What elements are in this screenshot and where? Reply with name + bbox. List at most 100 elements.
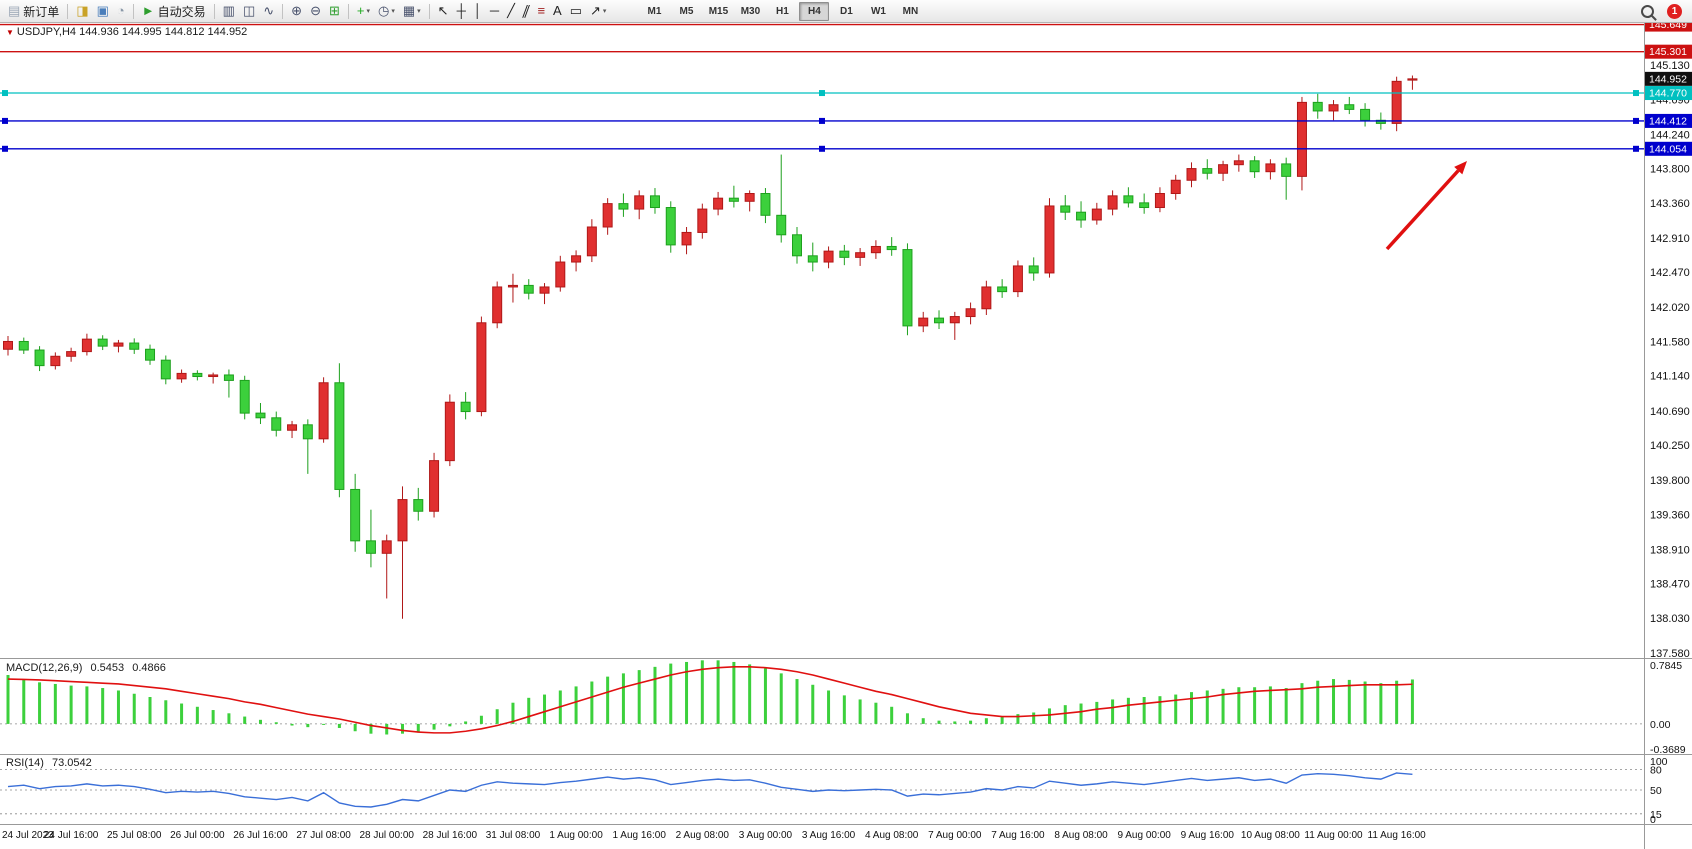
- svg-text:0: 0: [1650, 814, 1656, 826]
- svg-text:24 Jul 2023: 24 Jul 2023: [2, 830, 54, 841]
- arrows-icon[interactable]: ↗ ▾: [586, 1, 610, 21]
- timeframe-h4[interactable]: H4: [799, 1, 830, 21]
- crosshair-icon[interactable]: ┼: [453, 1, 470, 21]
- timeframe-m5[interactable]: M5: [679, 5, 694, 17]
- fibonacci-icon-glyph: ≡: [537, 3, 546, 18]
- data-window-icon[interactable]: ▣: [93, 1, 113, 21]
- svg-text:28 Jul 00:00: 28 Jul 00:00: [359, 830, 414, 841]
- timeframe-mn[interactable]: MN: [902, 5, 919, 17]
- zoom-out-icon[interactable]: ⊖: [306, 1, 325, 21]
- zoom-out-icon-glyph: ⊖: [310, 3, 321, 18]
- horizontal-line-object[interactable]: 144.770: [0, 86, 1692, 101]
- timeframe-m15[interactable]: M15: [708, 5, 729, 17]
- new-order-button-label: 新订单: [23, 4, 60, 19]
- svg-text:11 Aug 16:00: 11 Aug 16:00: [1368, 830, 1427, 841]
- autotrading-button-label: 自动交易: [157, 4, 206, 19]
- trendline-icon[interactable]: ╱: [503, 1, 519, 21]
- svg-text:3 Aug 00:00: 3 Aug 00:00: [739, 830, 793, 841]
- channel-icon-glyph: ∥: [520, 3, 533, 18]
- text-icon[interactable]: A: [549, 1, 566, 21]
- svg-text:142.910: 142.910: [1650, 233, 1690, 245]
- svg-text:9 Aug 00:00: 9 Aug 00:00: [1117, 830, 1171, 841]
- rsi-label: RSI(14) 73.0542: [6, 757, 97, 769]
- charts-window-icon[interactable]: ◨: [72, 1, 92, 21]
- timeframe-d1[interactable]: D1: [840, 5, 853, 17]
- horizontal-line-object[interactable]: 144.412: [0, 113, 1692, 128]
- macd-pane: [0, 660, 1644, 735]
- svg-text:144.952: 144.952: [1649, 73, 1687, 85]
- toolbar: ▤ 新订单 ◨ ▣ ◔ ► 自动交易 ▥ ◫ ∿ ⊕ ⊖ ⊞ + ▾ ◷ ▾ ▦ ▾ ↖ ┼ │ ─ ╱ ∥ ≡ A ▭ ↗ ▾ M1 M5…: [0, 0, 1692, 23]
- arrows-icon-glyph: ↗: [590, 3, 601, 18]
- timeframe-w1[interactable]: W1: [870, 5, 886, 17]
- line-chart-icon[interactable]: ∿: [259, 1, 278, 21]
- dropdown-caret-icon: ▾: [366, 8, 370, 15]
- svg-text:145.301: 145.301: [1649, 46, 1687, 58]
- svg-text:142.470: 142.470: [1650, 267, 1690, 279]
- panel-borders: [0, 22, 1692, 849]
- horizontal-line-object[interactable]: 145.301: [0, 44, 1692, 59]
- templates-icon[interactable]: ▦ ▾: [399, 1, 425, 21]
- dropdown-caret-icon: ▾: [417, 8, 421, 15]
- svg-text:31 Jul 08:00: 31 Jul 08:00: [486, 830, 541, 841]
- fibonacci-icon[interactable]: ≡: [533, 1, 549, 21]
- templates-icon-glyph: ▦: [402, 3, 416, 18]
- svg-text:144.240: 144.240: [1650, 129, 1690, 141]
- tile-windows-icon[interactable]: ⊞: [325, 1, 344, 21]
- notification-badge[interactable]: 1: [1667, 3, 1682, 19]
- crosshair-icon-glyph: ┼: [456, 3, 466, 18]
- svg-text:145.130: 145.130: [1650, 60, 1690, 72]
- charts-window-icon-glyph: ◨: [76, 3, 89, 18]
- vertical-line-icon[interactable]: │: [470, 1, 486, 21]
- toolbar-separator: [132, 3, 134, 19]
- toolbar-separator: [428, 3, 430, 19]
- svg-text:1 Aug 00:00: 1 Aug 00:00: [549, 830, 603, 841]
- svg-text:80: 80: [1650, 765, 1662, 777]
- periods-icon[interactable]: ◷ ▾: [374, 1, 399, 21]
- rsi-pane: [0, 769, 1644, 815]
- search-button[interactable]: [1637, 1, 1658, 21]
- macd-label: MACD(12,26,9) 0.5453 0.4866: [6, 662, 171, 674]
- horizontal-line-icon-glyph: ─: [489, 3, 500, 18]
- svg-text:25 Jul 08:00: 25 Jul 08:00: [107, 830, 162, 841]
- svg-text:140.690: 140.690: [1650, 406, 1690, 418]
- svg-text:10 Aug 08:00: 10 Aug 08:00: [1241, 830, 1300, 841]
- cursor-icon[interactable]: ↖: [434, 1, 453, 21]
- zoom-in-icon[interactable]: ⊕: [287, 1, 306, 21]
- svg-text:137.580: 137.580: [1650, 648, 1690, 660]
- new-order-button[interactable]: ▤ 新订单: [4, 1, 63, 21]
- new-order-icon: ▤: [8, 3, 21, 18]
- svg-text:138.470: 138.470: [1650, 579, 1690, 591]
- trendline-icon-glyph: ╱: [507, 3, 515, 18]
- candlestick-chart-icon[interactable]: ◫: [239, 1, 259, 21]
- indicators-icon[interactable]: + ▾: [353, 1, 374, 21]
- autotrading-button[interactable]: ► 自动交易: [138, 1, 210, 21]
- history-center-icon[interactable]: ◔: [113, 1, 129, 21]
- timeframe-m1[interactable]: M1: [647, 5, 662, 17]
- chart-title-text: USDJPY,H4 144.936 144.995 144.812 144.95…: [16, 26, 248, 38]
- timeframe-m30[interactable]: M30: [740, 5, 761, 17]
- channel-icon[interactable]: ∥: [519, 1, 534, 21]
- macd-name: MACD(12,26,9): [6, 662, 83, 674]
- price-axis[interactable]: 145.130144.690144.240143.800143.360142.9…: [1650, 60, 1690, 826]
- toolbar-right: 1: [1637, 1, 1692, 21]
- label-icon[interactable]: ▭: [566, 1, 586, 21]
- dropdown-caret-icon: ▾: [602, 8, 607, 15]
- macd-main-value: 0.5453: [90, 662, 125, 674]
- label-icon-glyph: ▭: [569, 3, 583, 18]
- candles: [3, 75, 1418, 619]
- toolbar-separator: [213, 3, 215, 19]
- search-icon: [1641, 4, 1654, 18]
- bar-chart-icon-glyph: ▥: [222, 3, 235, 18]
- horizontal-line-icon[interactable]: ─: [486, 1, 503, 21]
- timeframe-h1[interactable]: H1: [776, 5, 789, 17]
- arrow-object[interactable]: [1385, 161, 1467, 251]
- periods-icon-glyph: ◷: [377, 3, 390, 18]
- svg-text:28 Jul 16:00: 28 Jul 16:00: [423, 830, 478, 841]
- svg-text:0.00: 0.00: [1650, 719, 1671, 731]
- horizontal-line-object[interactable]: 144.054: [0, 141, 1692, 156]
- indicators-icon-glyph: +: [356, 3, 365, 18]
- bar-chart-icon[interactable]: ▥: [219, 1, 239, 21]
